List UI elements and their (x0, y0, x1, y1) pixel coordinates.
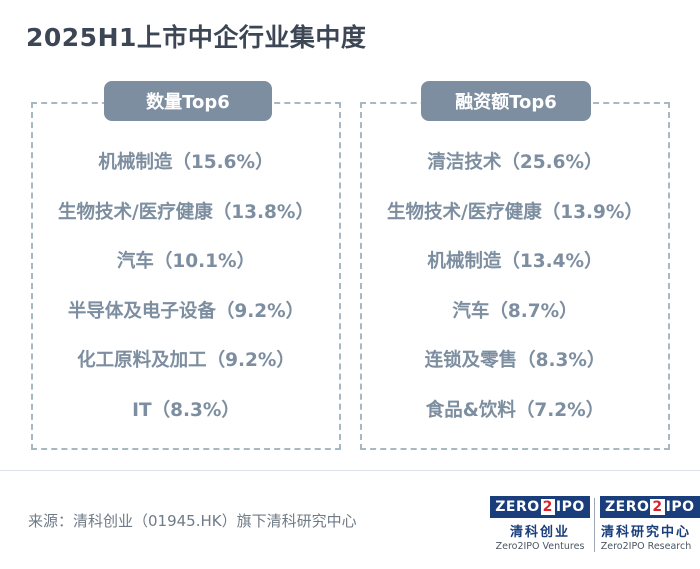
count-top6-list: 机械制造（15.6%） 生物技术/医疗健康（13.8%） 汽车（10.1%） 半… (31, 146, 341, 443)
page-title: 2025H1上市中企行业集中度 (26, 23, 367, 52)
list-item: 汽车（8.7%） (452, 300, 578, 322)
list-item: 汽车（10.1%） (116, 251, 256, 272)
financing-top6-header: 融资额Top6 (421, 81, 591, 121)
list-item: 生物技术/医疗健康（13.8%） (58, 201, 314, 223)
logo-en-label: Zero2IPO Ventures (495, 541, 585, 552)
zero2ipo-research-logo: ZERO 2 IPO 清科研究中心 Zero2IPO Research (600, 496, 700, 552)
footer-divider (0, 470, 700, 471)
zero2ipo-ventures-logo: ZERO 2 IPO 清科创业 Zero2IPO Ventures (488, 496, 592, 552)
zero2ipo-mark-icon: ZERO 2 IPO (490, 496, 590, 518)
list-item: IT（8.3%） (132, 399, 240, 421)
logo-en-label: Zero2IPO Research (600, 541, 692, 552)
logo-separator (594, 498, 595, 552)
logo-cn-label: 清科创业 (509, 525, 570, 540)
logo-cn-label: 清科研究中心 (600, 525, 691, 540)
list-item: 生物技术/医疗健康（13.9%） (387, 201, 643, 223)
count-top6-header: 数量Top6 (104, 81, 272, 121)
list-item: 机械制造（15.6%） (98, 152, 274, 173)
list-item: 清洁技术（25.6%） (427, 152, 603, 173)
list-item: 化工原料及加工（9.2%） (77, 350, 295, 371)
list-item: 食品&饮料（7.2%） (425, 399, 605, 421)
list-item: 连锁及零售（8.3%） (424, 350, 606, 371)
list-item: 机械制造（13.4%） (427, 251, 603, 272)
source-note: 来源：清科创业（01945.HK）旗下清科研究中心 (28, 512, 357, 530)
zero2ipo-mark-icon: ZERO 2 IPO (600, 496, 700, 518)
financing-top6-list: 清洁技术（25.6%） 生物技术/医疗健康（13.9%） 机械制造（13.4%）… (360, 146, 670, 443)
list-item: 半导体及电子设备（9.2%） (67, 300, 305, 322)
